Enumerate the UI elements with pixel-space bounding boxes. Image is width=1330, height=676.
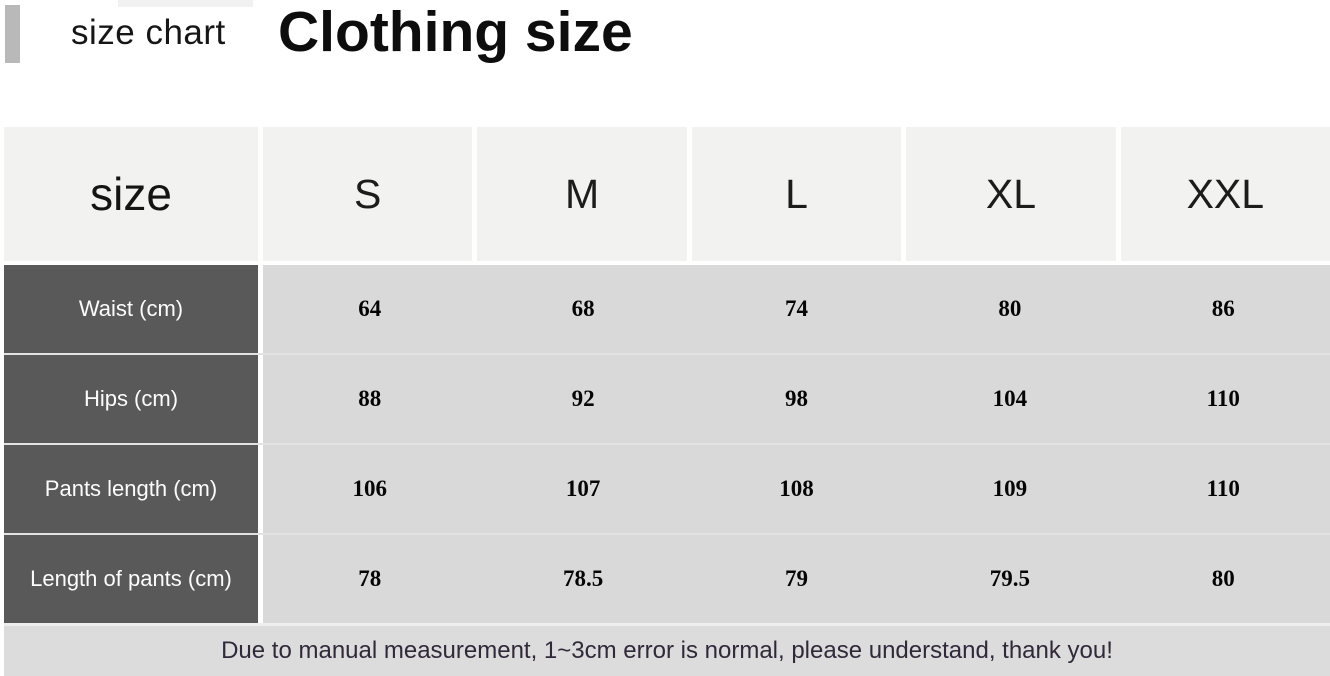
table-row-hips: Hips (cm) 88 92 98 104 110: [4, 353, 1330, 443]
value-cell: 64: [358, 296, 382, 321]
row-label: Length of pants (cm): [4, 535, 258, 623]
value-cell: 68: [571, 296, 595, 321]
value-cell: 86: [1211, 296, 1235, 321]
column-header-xxl: XXL: [1120, 127, 1330, 261]
row-label: Waist (cm): [4, 265, 258, 353]
row-label: Pants length (cm): [4, 445, 258, 533]
row-values: 88 92 98 104 110: [263, 355, 1330, 443]
page-title: Clothing size: [278, 0, 633, 64]
value-cell: 108: [779, 476, 814, 501]
corner-header-cell: size: [4, 127, 258, 261]
value-cell: 79: [784, 566, 808, 591]
row-values: 64 68 74 80 86: [263, 265, 1330, 353]
value-cell: 80: [998, 296, 1022, 321]
value-cell: 88: [358, 386, 382, 411]
table-row-waist: Waist (cm) 64 68 74 80 86: [4, 265, 1330, 353]
table-header-row: size S M L XL XXL: [4, 127, 1330, 261]
cropped-top-remnant: [118, 0, 253, 7]
value-cell: 110: [1206, 386, 1240, 411]
value-cell: 98: [784, 386, 808, 411]
row-values: 106 107 108 109 110: [263, 445, 1330, 533]
column-header-l: L: [691, 127, 902, 261]
row-values: 78 78.5 79 79.5 80: [263, 535, 1330, 623]
size-chart-eyebrow: size chart: [71, 13, 226, 52]
table-row-pants-length: Pants length (cm) 106 107 108 109 110: [4, 443, 1330, 533]
measurement-note: Due to manual measurement, 1~3cm error i…: [4, 623, 1330, 676]
value-cell: 80: [1211, 566, 1235, 591]
value-cell: 92: [571, 386, 595, 411]
value-cell: 104: [992, 386, 1028, 411]
row-label: Hips (cm): [4, 355, 258, 443]
value-cell: 79.5: [989, 566, 1031, 591]
value-cell: 106: [352, 476, 387, 501]
size-table: size S M L XL XXL Waist (cm) 64 68 74 80…: [4, 127, 1330, 676]
value-cell: 74: [784, 296, 808, 321]
accent-bar: [5, 5, 20, 63]
value-cell: 78: [358, 566, 382, 591]
column-header-m: M: [477, 127, 687, 261]
value-cell: 110: [1206, 476, 1240, 501]
value-cell: 109: [992, 476, 1028, 501]
value-cell: 107: [565, 476, 601, 501]
value-cell: 78.5: [562, 566, 604, 591]
column-header-s: S: [263, 127, 473, 261]
column-header-xl: XL: [906, 127, 1116, 261]
table-row-length-of-pants: Length of pants (cm) 78 78.5 79 79.5 80: [4, 533, 1330, 623]
